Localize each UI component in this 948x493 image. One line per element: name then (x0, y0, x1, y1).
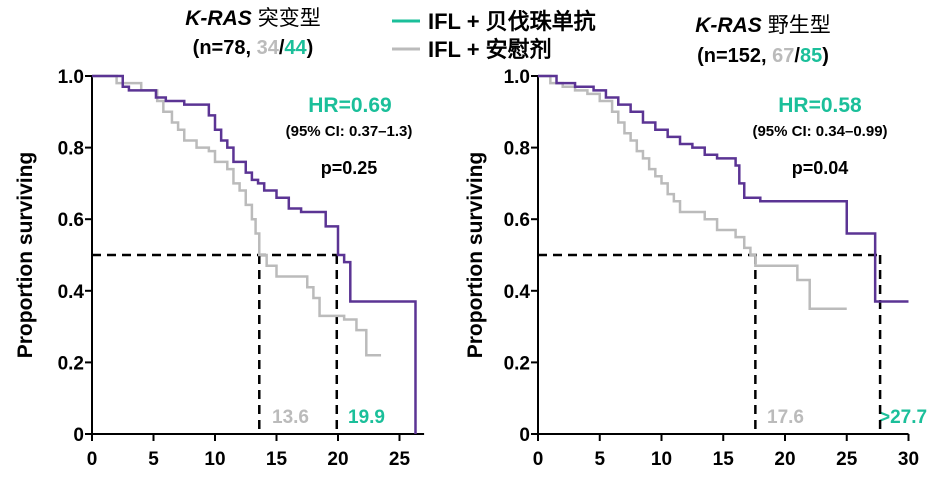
y-axis-label: Proportion surviving (464, 152, 487, 359)
x-tick-label: 0 (87, 449, 98, 470)
x-tick-label: 25 (389, 449, 411, 470)
survival-curve-placebo (92, 74, 382, 357)
subtitle-suffix: ) (307, 37, 314, 59)
km-panel-wildtype: K-RAS 野生型 (n=152, 67/85) Proportion survi… (464, 14, 927, 470)
x-tick-label: 5 (594, 449, 605, 470)
median-label-placebo: 17.6 (767, 407, 804, 428)
x-tick-label: 15 (266, 449, 288, 470)
p-value: p=0.25 (321, 158, 378, 178)
panel-subtitle-mutant: (n=78, 34/44) (193, 37, 314, 59)
y-tick-label: 0.4 (58, 282, 85, 303)
subtitle-suffix: ) (822, 45, 829, 67)
subtitle-placebo-n: 34 (257, 37, 280, 59)
p-value: p=0.04 (792, 158, 849, 178)
subtitle-treatment-n: 44 (284, 37, 307, 59)
subtitle-prefix: (n=152, (697, 45, 772, 67)
y-tick-label: 0.2 (504, 353, 530, 374)
y-tick-label: 1.0 (58, 67, 84, 88)
x-tick-label: 20 (327, 449, 348, 470)
confidence-interval: (95% CI: 0.37–1.3) (286, 123, 413, 140)
panel-title-wildtype: K-RAS 野生型 (695, 14, 831, 37)
x-tick-label: 25 (836, 449, 858, 470)
y-tick-label: 0 (519, 425, 530, 446)
legend: IFL + 贝伐珠单抗 IFL + 安慰剂 (392, 9, 596, 62)
x-tick-label: 5 (148, 449, 159, 470)
panel-title-gene: K-RAS (185, 7, 252, 30)
x-tick-label: 10 (651, 449, 672, 470)
x-tick-label: 10 (204, 449, 225, 470)
survival-curve-placebo (538, 74, 847, 310)
hazard-ratio: HR=0.69 (308, 94, 391, 117)
subtitle-sep: / (279, 37, 285, 59)
y-tick-label: 1.0 (504, 67, 530, 88)
subtitle-sep: / (794, 45, 800, 67)
y-tick-label: 0.2 (58, 353, 84, 374)
legend-label-placebo: IFL + 安慰剂 (428, 37, 552, 62)
panel-title-label: 突变型 (258, 7, 321, 30)
subtitle-placebo-n: 67 (772, 45, 794, 67)
y-tick-label: 0.6 (58, 210, 84, 231)
hazard-ratio: HR=0.58 (778, 94, 862, 117)
y-tick-label: 0.6 (504, 210, 530, 231)
survival-curve-treatment (92, 74, 417, 434)
median-label-treatment: 19.9 (348, 407, 385, 428)
confidence-interval: (95% CI: 0.34–0.99) (752, 123, 887, 140)
km-panel-mutant: K-RAS 突变型 (n=78, 34/44) Proportion surviv… (14, 7, 425, 470)
survival-curve-treatment (538, 74, 909, 303)
panel-subtitle-wildtype: (n=152, 67/85) (697, 45, 829, 67)
y-axis-label: Proportion surviving (14, 152, 37, 359)
y-tick-label: 0.8 (58, 139, 84, 160)
panel-title-mutant: K-RAS 突变型 (185, 7, 321, 30)
y-tick-label: 0 (73, 425, 84, 446)
x-tick-label: 15 (713, 449, 735, 470)
x-tick-label: 20 (774, 449, 795, 470)
median-label-placebo: 13.6 (272, 407, 309, 428)
y-tick-label: 0.8 (504, 139, 530, 160)
legend-label-treatment: IFL + 贝伐珠单抗 (428, 9, 596, 34)
subtitle-treatment-n: 85 (800, 45, 822, 67)
x-tick-label: 0 (533, 449, 544, 470)
x-tick-label: 30 (898, 449, 919, 470)
panel-title-gene: K-RAS (695, 14, 762, 37)
median-label-treatment: >27.7 (879, 407, 927, 428)
subtitle-prefix: (n=78, (193, 37, 257, 59)
y-tick-label: 0.4 (504, 282, 531, 303)
panel-title-label: 野生型 (768, 14, 831, 37)
